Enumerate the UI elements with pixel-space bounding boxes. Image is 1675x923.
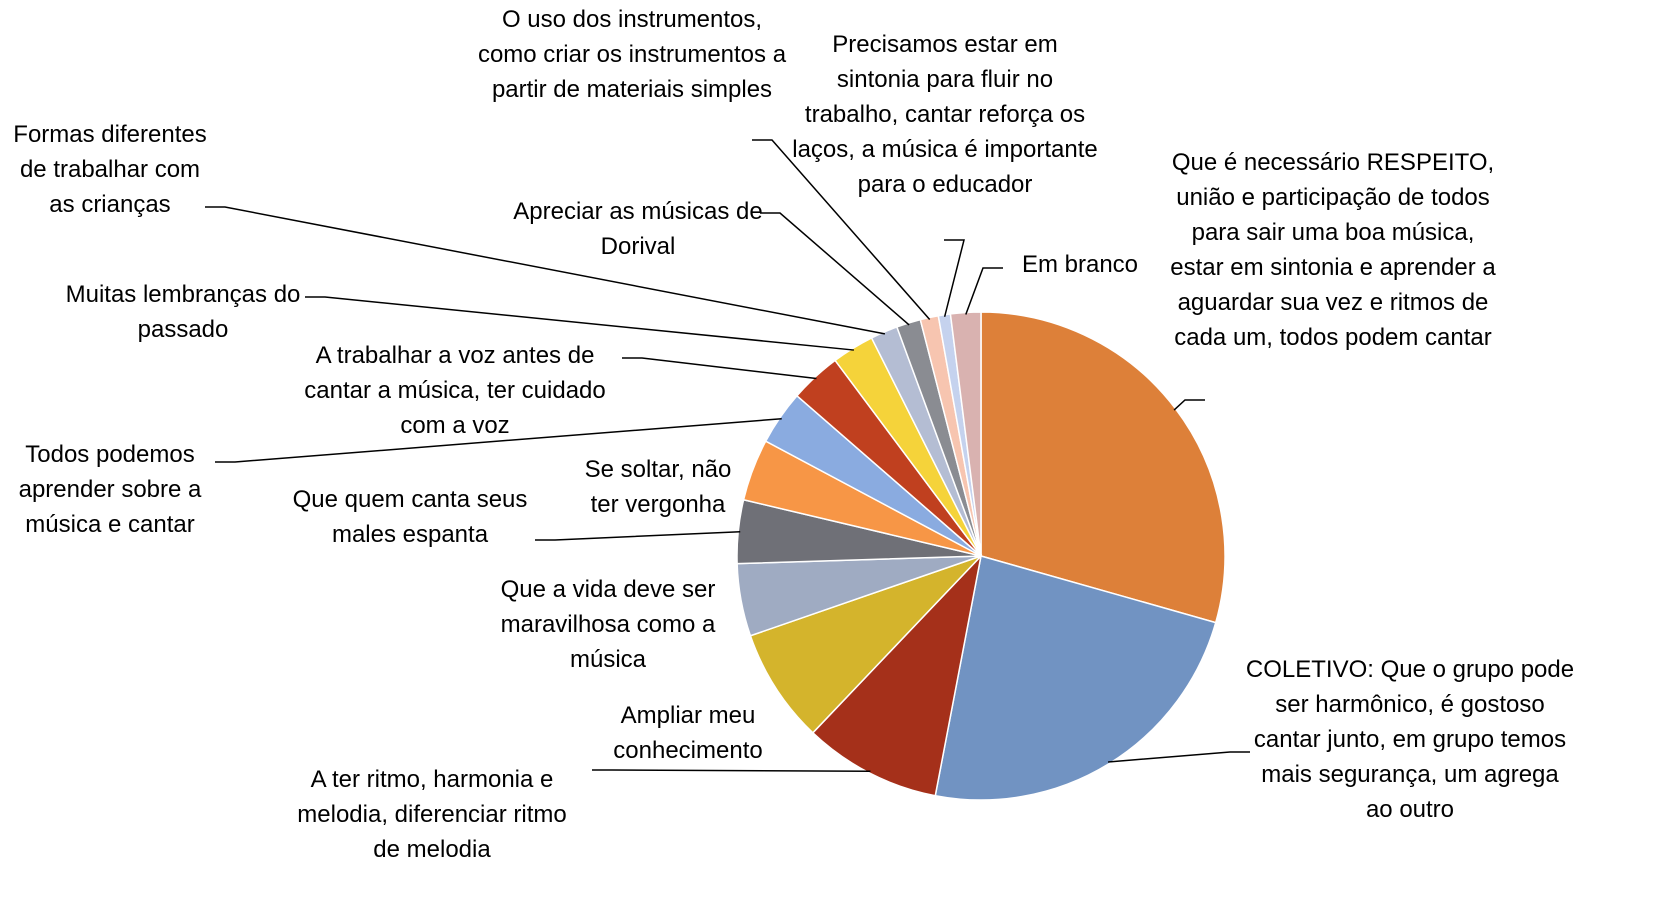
- slice-label: Que é necessário RESPEITO, união e parti…: [1170, 149, 1496, 351]
- pie-slice: [749, 555, 982, 734]
- leader-line: [622, 357, 817, 380]
- slice-label: Que a vida deve ser maravilhosa como a m…: [500, 576, 716, 673]
- leader-line: [760, 212, 910, 326]
- slice-label: Precisamos estar em sintonia para fluir …: [792, 31, 1098, 198]
- pie-slice: [949, 311, 982, 557]
- pie-slice: [934, 555, 1217, 801]
- slice-label: Em branco: [1021, 251, 1139, 278]
- leader-line: [205, 206, 886, 335]
- slice-label: Todos podemos aprender sobre a música e …: [18, 441, 202, 538]
- slice-label: Muitas lembranças do passado: [65, 281, 301, 343]
- slice-label: Se soltar, não ter vergonha: [584, 456, 732, 518]
- slice-label: COLETIVO: Que o grupo pode ser harmônico…: [1245, 656, 1575, 823]
- leader-line: [1173, 399, 1205, 411]
- slice-label: Ampliar meu conhecimento: [613, 702, 763, 764]
- slice-label: Apreciar as músicas de Dorival: [513, 198, 763, 260]
- leader-line: [965, 267, 1003, 315]
- leader-line: [943, 239, 965, 317]
- slice-label: O uso dos instrumentos, como criar os in…: [477, 6, 787, 103]
- slice-label: A ter ritmo, harmonia e melodia, diferen…: [297, 766, 567, 863]
- pie-slice: [811, 553, 983, 797]
- leader-line: [215, 417, 782, 463]
- leader-line: [752, 139, 931, 320]
- leader-line: [535, 530, 741, 541]
- leader-line: [1108, 751, 1250, 763]
- leader-line: [592, 769, 871, 773]
- slice-label: Que quem canta seus males espanta: [292, 486, 528, 548]
- slice-label: Formas diferentes de trabalhar com as cr…: [13, 121, 207, 218]
- slice-label: A trabalhar a voz antes de cantar a músi…: [304, 342, 606, 439]
- leader-line: [305, 296, 854, 351]
